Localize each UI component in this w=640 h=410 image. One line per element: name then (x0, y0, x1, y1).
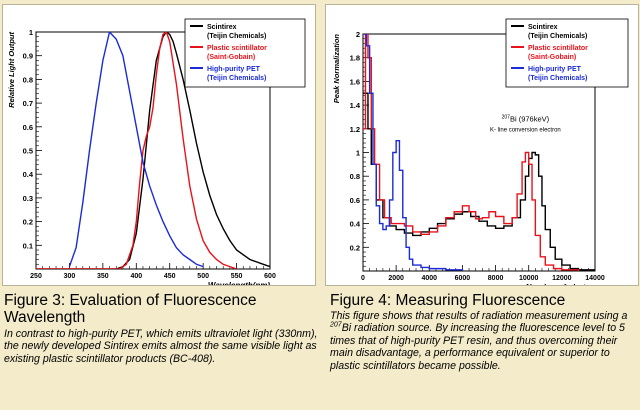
figure-4-caption-text-a: This figure shows that results of radiat… (330, 310, 628, 322)
annotation-line-2: K- line conversion electron (490, 128, 561, 134)
legend-sublabel: (Saint-Gobain) (528, 54, 576, 61)
y-tick-label: 0.4 (23, 170, 34, 179)
y-tick-label: 0.1 (23, 241, 33, 250)
y-axis-label: Peak Normalization (332, 34, 341, 104)
y-tick-label: 0.8 (23, 75, 33, 84)
legend-label: High-purity PET (207, 66, 261, 73)
legend-label: Scintirex (528, 24, 558, 31)
y-tick-label: 0.8 (350, 172, 360, 181)
x-tick-label: 10000 (519, 275, 539, 282)
x-tick-label: 550 (231, 273, 243, 280)
figure-4-caption: Figure 4: Measuring Fluorescence This fi… (330, 292, 636, 372)
legend-label: Plastic scintillator (528, 45, 588, 52)
series-line-blue (68, 32, 204, 268)
figure-4-caption-title: Figure 4: Measuring Fluorescence (330, 292, 566, 309)
x-tick-label: 450 (164, 273, 176, 280)
figure-4-panel: 0.2 0.4 0.6 0.8 1 1.2 1.4 1.6 1.8 2 0 2000 4000 6000 8… (325, 4, 639, 286)
x-tick-label: 14000 (585, 275, 605, 282)
legend-sublabel: (Teijin Chemicals) (207, 33, 266, 40)
series-line-red (36, 32, 237, 269)
x-tick-label: 0 (361, 275, 365, 282)
legend-label: Scintirex (207, 24, 237, 31)
y-tick-label: 0.7 (23, 99, 33, 108)
y-tick-label: 0.2 (350, 243, 360, 252)
x-axis-label: Number of photon (526, 283, 595, 285)
figure-3-chart: 0.1 0.2 0.3 0.4 0.5 0.6 0.7 0.8 0.9 1 250 300 350 400… (7, 18, 306, 285)
y-tick-label: 1 (356, 149, 360, 158)
legend-box (505, 18, 629, 88)
legend-box (184, 18, 306, 88)
legend-label: Plastic scintillator (207, 45, 267, 52)
y-tick-label: 0.6 (23, 123, 33, 132)
y-axis-label: Relative Light Output (7, 32, 16, 108)
x-tick-label: 600 (264, 273, 276, 280)
series-line-black (363, 92, 595, 271)
figure-3-caption: Figure 3: Evaluation of Fluorescence Wav… (4, 292, 320, 365)
x-tick-label: 6000 (455, 275, 471, 282)
legend-sublabel: (Teijin Chemicals) (528, 33, 587, 40)
x-tick-label: 8000 (488, 275, 504, 282)
y-tick-label: 1.8 (350, 54, 360, 63)
x-tick-label: 400 (130, 273, 142, 280)
y-tick-label: 1.4 (350, 101, 361, 110)
x-tick-label: 300 (64, 273, 76, 280)
figure-3-panel: 0.1 0.2 0.3 0.4 0.5 0.6 0.7 0.8 0.9 1 250 300 350 400… (2, 4, 316, 286)
annotation-source-text: Bi (976keV) (510, 115, 550, 124)
figure-3-caption-title: Figure 3: Evaluation of Fluorescence Wav… (4, 292, 257, 326)
y-tick-label: 0.5 (23, 147, 33, 156)
figure-4-caption-sup: 207 (330, 321, 342, 329)
figure-3-caption-body: In contrast to high-purity PET, which em… (4, 328, 318, 365)
x-tick-label: 500 (197, 273, 209, 280)
y-tick-label: 2 (356, 30, 360, 39)
x-axis-label: Wavelength(nm) (208, 281, 270, 285)
x-tick-label: 12000 (552, 275, 572, 282)
y-tick-label: 0.6 (350, 196, 360, 205)
figure-4-chart: 0.2 0.4 0.6 0.8 1 1.2 1.4 1.6 1.8 2 0 2000 4000 6000 8… (332, 18, 629, 285)
x-tick-label: 350 (97, 273, 109, 280)
y-tick-label: 1.6 (350, 77, 360, 86)
figure-4-caption-text-b: Bi radiation source. By increasing the f… (330, 322, 625, 372)
series-line-red (363, 34, 580, 271)
figure-4-caption-body: This figure shows that results of radiat… (330, 310, 636, 372)
y-tick-label: 0.4 (350, 220, 361, 229)
series-line-blue (363, 34, 464, 271)
legend-sublabel: (Teijin Chemicals) (528, 75, 587, 82)
annotation-source: 207Bi (976keV) (502, 115, 550, 124)
y-tick-label: 0.9 (23, 52, 33, 61)
y-tick-label: 0.3 (23, 194, 33, 203)
x-tick-label: 2000 (388, 275, 404, 282)
x-tick-label: 4000 (421, 275, 437, 282)
y-tick-label: 1.2 (350, 125, 360, 134)
x-tick-label: 250 (30, 273, 42, 280)
legend-label: High-purity PET (528, 66, 582, 73)
y-tick-label: 1 (29, 28, 33, 37)
annotation-sup: 207 (502, 115, 511, 121)
legend-sublabel: (Teijin Chemicals) (207, 75, 266, 82)
series-line-black (36, 32, 270, 269)
legend-sublabel: (Saint-Gobain) (207, 54, 255, 61)
y-tick-label: 0.2 (23, 218, 33, 227)
